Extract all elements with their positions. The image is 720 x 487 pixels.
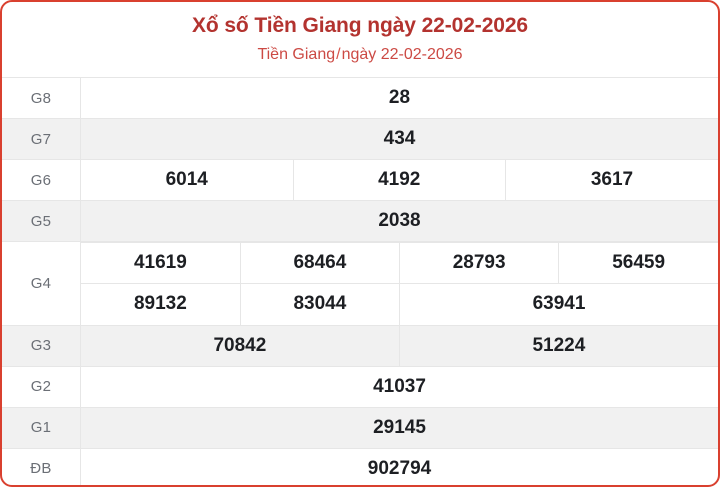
row-label-g4: G4	[2, 241, 81, 325]
prize-value-g1: 29145	[80, 406, 718, 448]
g4-subrow-1: 41619 68464 28793 56459	[81, 242, 718, 284]
prize-value-g4-1: 41619	[81, 242, 241, 284]
table-row-g7: G7 434	[2, 118, 718, 160]
prize-value-g8: 28	[80, 77, 718, 119]
row-label-g5: G5	[2, 200, 81, 242]
prize-group-g4: 41619 68464 28793 56459 89132 83044 6394…	[80, 241, 718, 325]
g4-subtable: 41619 68464 28793 56459 89132 83044 6394…	[81, 242, 718, 325]
prize-value-g3-1: 70842	[80, 324, 400, 366]
table-row-g6: G6 6014 4192 3617	[2, 159, 718, 201]
prize-value-g5: 2038	[80, 200, 718, 242]
prize-value-g4-3: 28793	[398, 242, 559, 284]
card-header: Xổ số Tiền Giang ngày 22-02-2026 Tiền Gi…	[2, 2, 718, 65]
table-row-g4: G4 41619 68464 28793 56459 89132	[2, 241, 718, 325]
prize-value-g4-6: 83044	[239, 283, 400, 325]
table-row-g8: G8 28	[2, 77, 718, 119]
breadcrumb: Tiền Giang/ngày 22-02-2026	[2, 44, 718, 65]
breadcrumb-separator: /	[336, 46, 341, 63]
prize-value-g4-5: 89132	[81, 283, 241, 325]
prize-value-g4-4: 56459	[558, 242, 718, 284]
prize-value-g3-2: 51224	[398, 324, 718, 366]
prize-value-db: 902794	[80, 447, 718, 485]
table-row-g5: G5 2038	[2, 200, 718, 242]
prize-value-g2: 41037	[80, 365, 718, 407]
prize-value-g4-2: 68464	[239, 242, 400, 284]
row-label-g1: G1	[2, 406, 81, 448]
page-title: Xổ số Tiền Giang ngày 22-02-2026	[191, 14, 529, 37]
table-row-g2: G2 41037	[2, 365, 718, 407]
row-label-g7: G7	[2, 118, 81, 160]
prize-value-g4-7: 63941	[399, 283, 718, 325]
row-label-g6: G6	[2, 159, 81, 201]
table-row-g3: G3 70842 51224	[2, 324, 718, 366]
breadcrumb-province[interactable]: Tiền Giang	[257, 46, 336, 63]
g4-subrow-2: 89132 83044 63941	[81, 283, 718, 325]
row-label-g3: G3	[2, 324, 81, 366]
prize-value-g6-2: 4192	[292, 159, 506, 201]
prize-value-g6-3: 3617	[505, 159, 718, 201]
results-table: G8 28 G7 434 G6 6014 4192 3617 G5 2038 G…	[2, 77, 718, 485]
row-label-g2: G2	[2, 365, 81, 407]
prize-value-g7: 434	[80, 118, 718, 160]
row-label-g8: G8	[2, 77, 81, 119]
prize-value-g6-1: 6014	[80, 159, 293, 201]
row-label-db: ĐB	[2, 447, 81, 485]
table-row-db: ĐB 902794	[2, 447, 718, 485]
breadcrumb-date: ngày 22-02-2026	[341, 46, 463, 63]
table-row-g1: G1 29145	[2, 406, 718, 448]
